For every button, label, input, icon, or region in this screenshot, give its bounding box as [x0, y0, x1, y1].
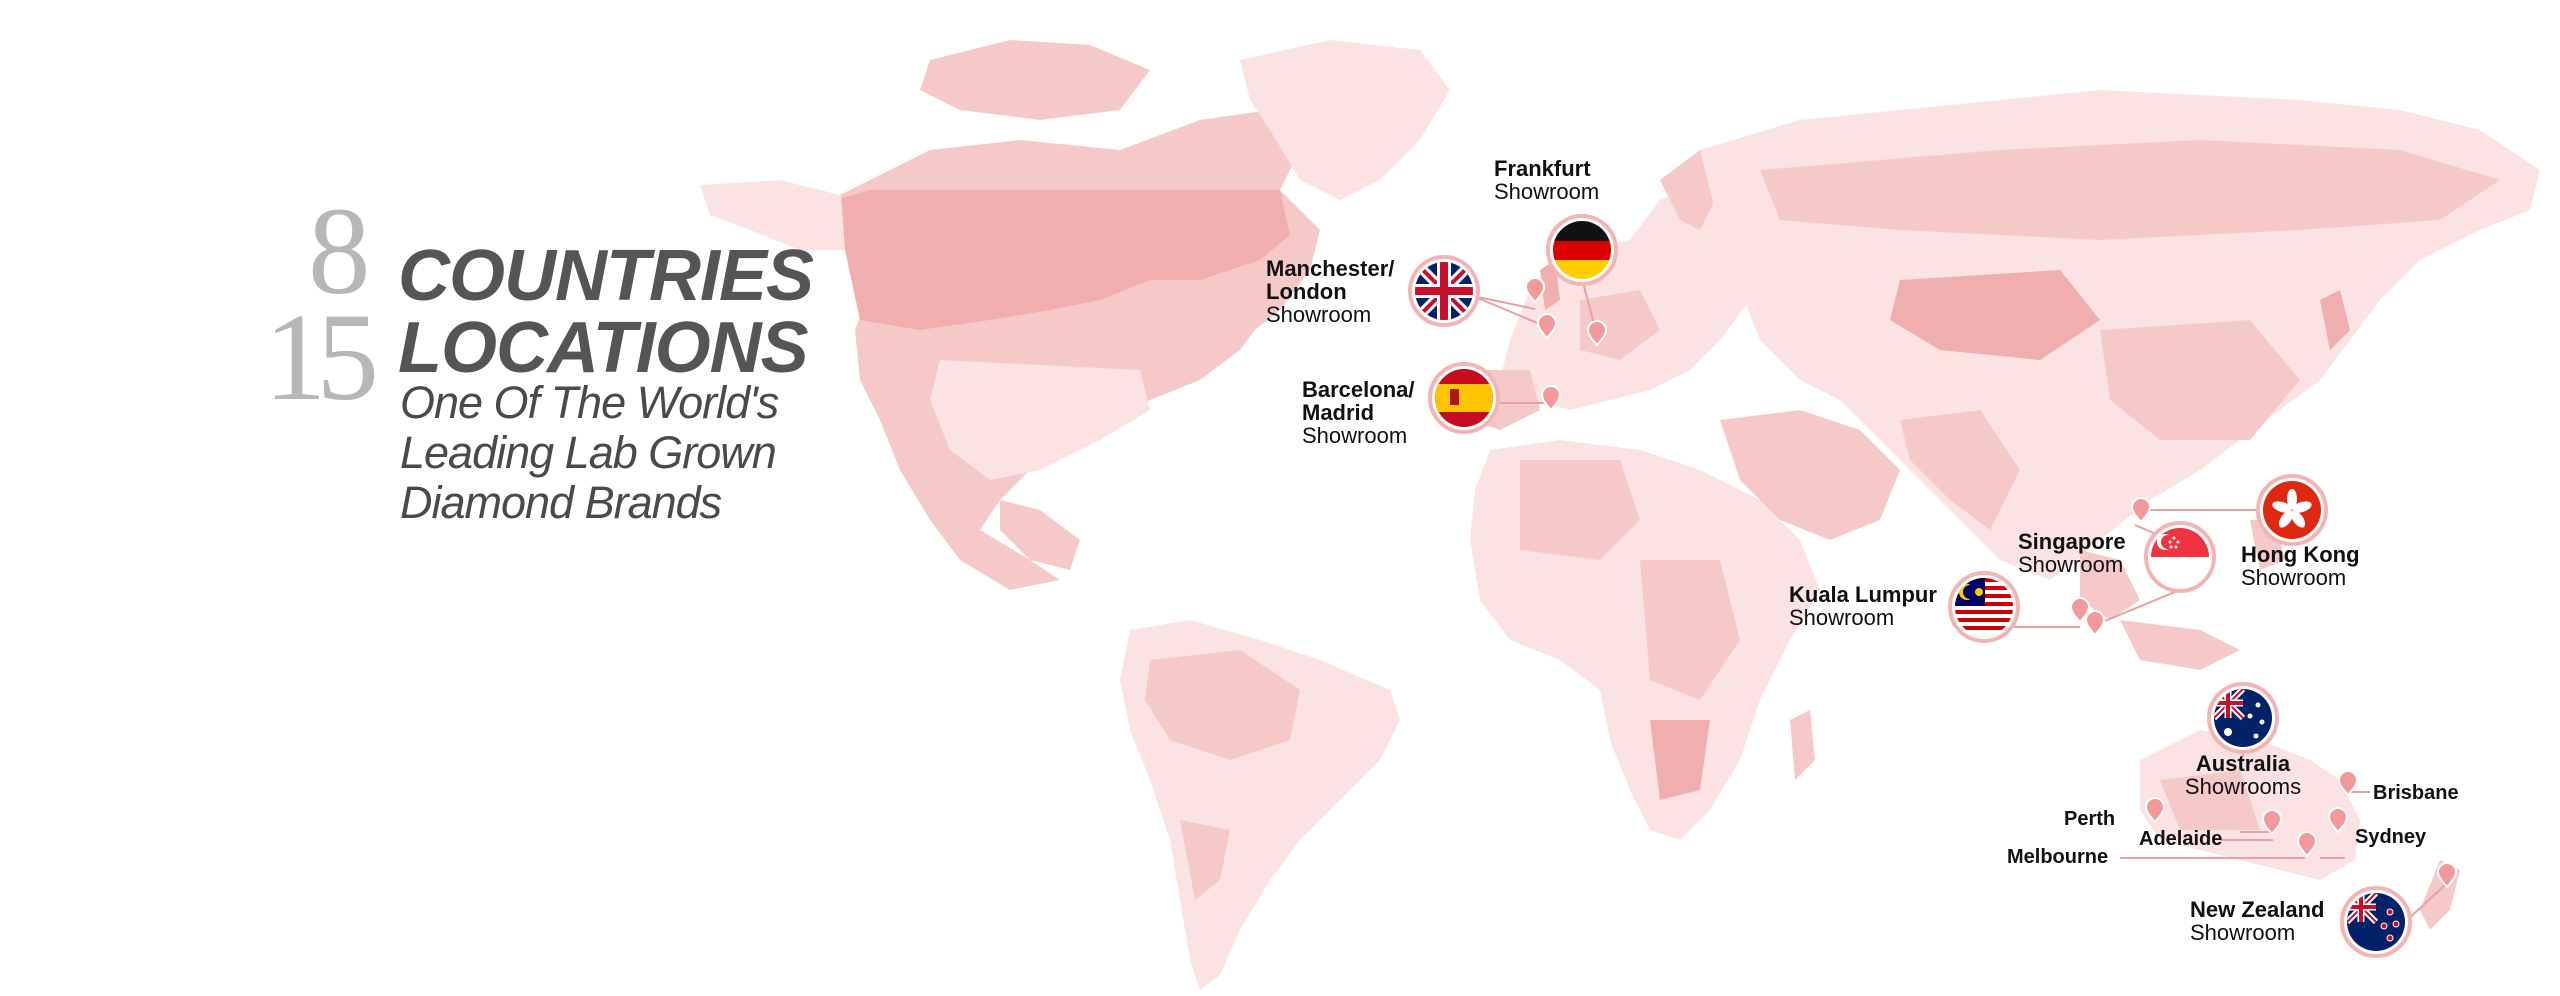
pin-manchester-marker: [1524, 277, 1546, 304]
singapore-sub: Showroom: [2018, 552, 2124, 578]
kuala-lumpur-label: Kuala Lumpur Showroom: [1789, 583, 1937, 629]
singapore-label: Singapore Showroom: [2018, 530, 2126, 576]
greenland: [1240, 40, 1450, 200]
barcelona-sub: Showroom: [1302, 423, 1408, 449]
tagline-line-1: One Of The World's: [400, 377, 779, 428]
city-brisbane: Brisbane: [2373, 782, 2459, 804]
manchester-name-1: Manchester/: [1266, 256, 1395, 281]
location-pins: [1524, 277, 2458, 889]
singapore-flag: [2144, 521, 2216, 593]
pin-adelaide-marker: [2261, 809, 2283, 836]
kuala-lumpur-sub: Showroom: [1789, 605, 1895, 631]
tagline-line-3: Diamond Brands: [400, 477, 722, 528]
uk-flag: [1408, 255, 1480, 327]
pin-kl-marker: [2069, 597, 2091, 624]
tagline: One Of The World's Leading Lab Grown Dia…: [400, 378, 830, 528]
pin-melbourne-marker: [2296, 831, 2318, 858]
north-america: [700, 40, 1320, 590]
hong-kong-flag: [2256, 474, 2328, 546]
headline: 8 15 COUNTRIES LOCATIONS One Of The Worl…: [0, 0, 820, 560]
australia-label: Australia Showrooms: [2170, 752, 2316, 798]
hong-kong-sub: Showroom: [2241, 565, 2347, 591]
countries-count: 8: [308, 183, 370, 321]
frankfurt-name: Frankfurt: [1494, 156, 1591, 181]
city-perth: Perth: [2064, 808, 2116, 830]
manchester-london-label: Manchester/ London Showroom: [1266, 257, 1394, 326]
malaysia-flag: [1948, 571, 2020, 643]
pin-madrid-marker: [1540, 385, 1562, 412]
hong-kong-label: Hong Kong Showroom: [2241, 543, 2360, 589]
south-america: [1120, 620, 1400, 990]
pin-newzealand-marker: [2436, 862, 2458, 889]
pin-singapore-marker: [2084, 610, 2106, 637]
locations-word: LOCATIONS: [398, 308, 809, 388]
new-zealand-flag: [2340, 886, 2412, 958]
pin-frankfurt-marker: [1586, 320, 1608, 347]
barcelona-name-1: Barcelona/: [1302, 377, 1415, 402]
countries-word: COUNTRIES: [398, 236, 814, 316]
australia-name: Australia: [2195, 751, 2291, 776]
frankfurt-sub: Showroom: [1494, 179, 1600, 205]
africa: [1470, 440, 1820, 840]
tagline-line-2: Leading Lab Grown: [400, 427, 777, 478]
new-zealand-name: New Zealand: [2190, 897, 2325, 922]
asia: [1700, 90, 2540, 670]
spain-flag: [1428, 362, 1500, 434]
pin-perth-marker: [2144, 797, 2166, 824]
new-zealand-sub: Showroom: [2190, 920, 2296, 946]
hong-kong-name: Hong Kong: [2241, 542, 2360, 567]
barcelona-name-2: Madrid: [1302, 400, 1375, 426]
city-adelaide: Adelaide: [2139, 828, 2223, 850]
new-zealand-label: New Zealand Showroom: [2190, 898, 2324, 944]
manchester-sub: Showroom: [1266, 302, 1372, 328]
australia-flag: [2207, 682, 2279, 754]
germany-flag: [1546, 214, 1618, 286]
city-melbourne: Melbourne: [2007, 846, 2109, 868]
manchester-name-2: London: [1266, 279, 1347, 305]
pin-sydney-marker: [2327, 807, 2349, 834]
middle-east: [1720, 410, 1900, 540]
kuala-lumpur-name: Kuala Lumpur: [1789, 582, 1937, 607]
frankfurt-label: Frankfurt Showroom: [1494, 157, 1599, 203]
pin-london-marker: [1536, 313, 1558, 340]
singapore-name: Singapore: [2018, 529, 2126, 554]
australia-sub: Showrooms: [2184, 774, 2302, 800]
pin-hongkong-marker: [2130, 497, 2152, 524]
barcelona-madrid-label: Barcelona/ Madrid Showroom: [1302, 378, 1415, 447]
europe: [1470, 150, 1760, 430]
city-sydney: Sydney: [2355, 826, 2427, 848]
pin-brisbane-marker: [2337, 770, 2359, 797]
locations-count: 15: [264, 289, 379, 427]
